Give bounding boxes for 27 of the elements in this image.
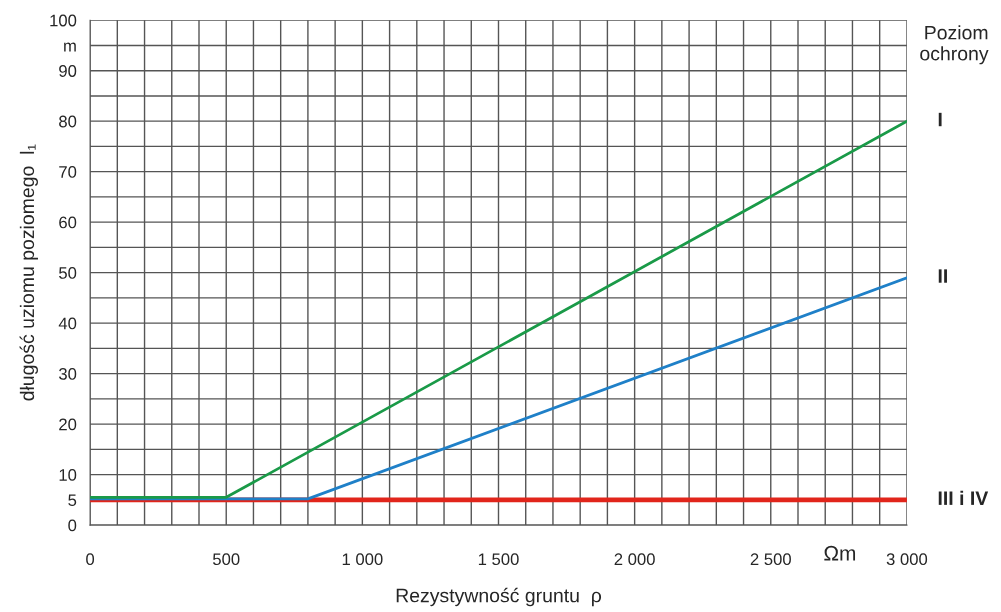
text: Ωm: [824, 545, 856, 561]
y-tick-label: m: [64, 42, 76, 52]
y-tick-label: 50: [59, 267, 77, 279]
y-tick-label: 90: [59, 65, 77, 77]
x-tick-label: 1 000: [342, 553, 383, 566]
y-tick-label: 0: [68, 519, 77, 532]
x-axis-title: Rezystywność gruntu ρ: [396, 587, 602, 607]
x-tick-label: 0: [86, 553, 95, 566]
y-tick-label: 10: [59, 469, 77, 481]
y-tick-label: 40: [58, 317, 77, 330]
series-label: III i IV: [938, 490, 989, 505]
y-tick-label: 70: [59, 166, 77, 178]
text: Poziom ochrony: [920, 25, 989, 65]
y-axis-title: długość uziomu poziomego l₁: [19, 144, 38, 401]
series-label: II: [938, 269, 947, 283]
x-tick-label: 3 000: [886, 553, 928, 566]
x-tick-label: 1 500: [478, 553, 519, 566]
x-tick-label: 2 000: [614, 553, 655, 566]
x-tick-label: 2 500: [750, 553, 791, 566]
series-label: I: [938, 112, 942, 127]
y-tick-label: 30: [58, 368, 77, 380]
x-tick-label: 500: [212, 553, 240, 566]
y-tick-label: 100: [50, 14, 77, 27]
y-tick-label: 20: [59, 418, 77, 431]
y-tick-label: 80: [59, 115, 77, 128]
y-tick-label: 60: [59, 216, 77, 229]
y-tick-label: 5: [68, 494, 77, 507]
